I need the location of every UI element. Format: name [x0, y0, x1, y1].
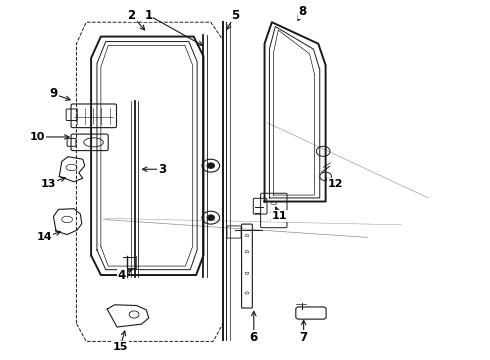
Text: 1: 1: [144, 9, 152, 22]
Text: 3: 3: [158, 163, 166, 176]
Text: 14: 14: [37, 232, 52, 242]
Circle shape: [207, 215, 215, 221]
Text: 10: 10: [30, 132, 45, 142]
Text: 15: 15: [113, 342, 128, 352]
Circle shape: [207, 163, 215, 168]
Text: 5: 5: [231, 9, 239, 22]
Text: 13: 13: [41, 179, 56, 189]
Text: 9: 9: [49, 87, 58, 100]
Text: 4: 4: [118, 269, 126, 282]
Text: 11: 11: [271, 211, 287, 221]
Text: 6: 6: [250, 331, 258, 344]
Text: 2: 2: [127, 9, 136, 22]
Text: 12: 12: [328, 179, 343, 189]
Text: 7: 7: [299, 331, 308, 344]
Text: 8: 8: [298, 5, 307, 18]
